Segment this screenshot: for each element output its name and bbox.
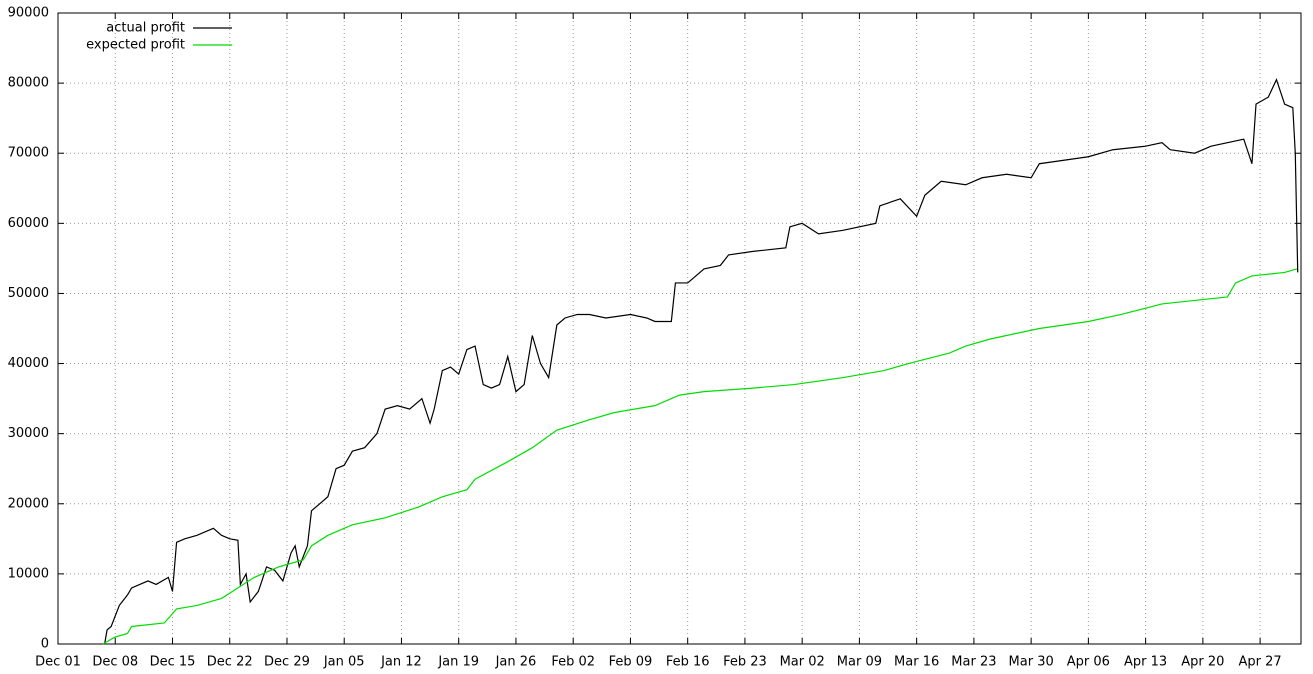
x-tick-label: Feb 23 [723,655,767,670]
series-line [102,268,1298,645]
x-tick-label: Dec 22 [207,655,253,670]
y-tick-label: 40000 [8,356,49,371]
x-tick-label: Jan 19 [437,655,479,670]
y-tick-label: 10000 [8,566,49,581]
x-tick-label: Jan 05 [323,655,365,670]
x-tick-label: Mar 23 [951,655,996,670]
x-tick-label: Feb 02 [551,655,595,670]
x-tick-label: Apr 27 [1239,655,1282,670]
x-tick-label: Jan 12 [380,655,422,670]
y-tick-label: 90000 [8,6,49,21]
y-tick-label: 60000 [8,216,49,231]
y-tick-label: 50000 [8,286,49,301]
x-tick-label: Dec 08 [92,655,138,670]
y-tick-label: 20000 [8,496,49,511]
x-tick-label: Dec 29 [264,655,310,670]
legend-label: actual profit [106,21,185,36]
x-tick-label: Mar 09 [837,655,882,670]
x-tick-label: Jan 26 [495,655,537,670]
y-tick-label: 0 [41,637,49,652]
x-tick-label: Apr 06 [1067,655,1110,670]
x-tick-label: Dec 15 [150,655,196,670]
plot-border [57,12,1302,645]
y-tick-label: 80000 [8,76,49,91]
series-line [104,77,1299,645]
legend-label: expected profit [86,38,185,53]
y-tick-label: 70000 [8,146,49,161]
x-tick-label: Mar 02 [780,655,825,670]
y-tick-label: 30000 [8,426,49,441]
x-tick-label: Mar 30 [1009,655,1054,670]
x-tick-label: Feb 09 [609,655,653,670]
x-tick-label: Feb 16 [666,655,710,670]
x-tick-label: Mar 16 [894,655,939,670]
x-tick-label: Apr 20 [1181,655,1224,670]
x-tick-label: Apr 13 [1124,655,1167,670]
x-tick-label: Dec 01 [35,655,81,670]
